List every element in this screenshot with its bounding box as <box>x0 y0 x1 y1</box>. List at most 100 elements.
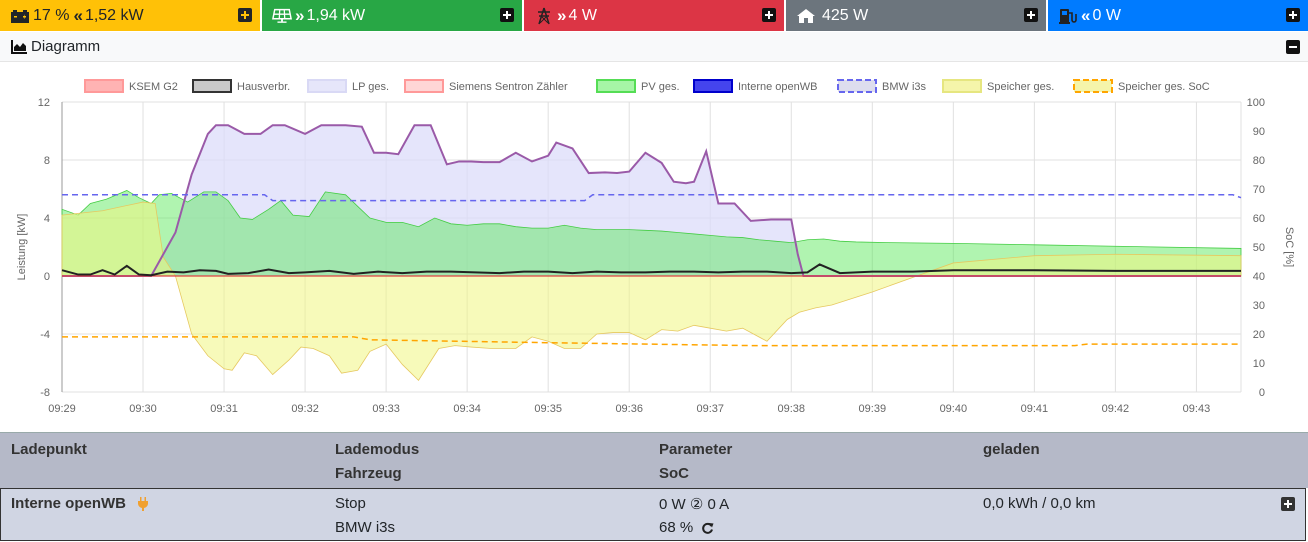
status-bar: 17 % « 1,52 kW » 1,94 kW » 4 W 425 W « 0… <box>0 0 1308 32</box>
header-soc: SoC <box>659 465 689 482</box>
battery-tile[interactable]: 17 % « 1,52 kW <box>0 0 260 31</box>
x-tick-label: 09:41 <box>1021 403 1049 415</box>
y-tick-label: 0 <box>44 271 50 283</box>
legend-swatch <box>404 79 444 93</box>
charging-power: 0 W <box>1092 6 1121 24</box>
battery-power: 1,52 kW <box>84 6 144 24</box>
plug-icon <box>138 497 148 516</box>
legend-swatch <box>596 79 636 93</box>
expand-plus-icon[interactable] <box>1024 8 1038 22</box>
x-tick-label: 09:35 <box>534 403 562 415</box>
y-axis-label: Leistung [kW] <box>16 214 28 281</box>
x-tick-label: 09:32 <box>291 403 319 415</box>
charge-mode[interactable]: Stop <box>335 495 366 512</box>
header-lademodus: Lademodus <box>335 441 420 458</box>
battery-icon <box>10 6 30 26</box>
legend-label: Siemens Sentron Zähler <box>449 81 568 93</box>
y2-tick-label: 20 <box>1253 329 1265 341</box>
power-pylon-icon <box>534 6 554 26</box>
y-tick-label: 12 <box>38 97 50 109</box>
legend-swatch <box>192 79 232 93</box>
y2-axis-label: SoC [%] <box>1283 227 1295 267</box>
x-tick-label: 09:29 <box>48 403 76 415</box>
charging-tile[interactable]: « 0 W <box>1048 0 1308 31</box>
legend-label: Speicher ges. SoC <box>1118 81 1210 93</box>
battery-soc: 17 % <box>33 6 70 24</box>
y2-tick-label: 50 <box>1253 242 1265 254</box>
home-icon <box>796 6 816 26</box>
charge-point-name: Interne openWB <box>11 495 126 512</box>
expand-plus-icon[interactable] <box>1281 497 1295 511</box>
speicher-area <box>61 201 1242 382</box>
legend-label: LP ges. <box>352 81 389 93</box>
diagram-title: Diagramm <box>31 38 101 55</box>
haus-line <box>61 263 1241 277</box>
vehicle-name: BMW i3s <box>335 519 395 536</box>
house-tile[interactable]: 425 W <box>786 0 1046 31</box>
x-tick-label: 09:37 <box>696 403 724 415</box>
legend-swatch <box>837 79 877 93</box>
legend-label: Hausverbr. <box>237 81 290 93</box>
charge-parameters: 0 W ② 0 A <box>659 496 730 513</box>
house-power: 425 W <box>822 6 869 24</box>
expand-plus-icon[interactable] <box>1286 8 1300 22</box>
y2-tick-label: 10 <box>1253 358 1265 370</box>
expand-plus-icon[interactable] <box>500 8 514 22</box>
y2-tick-label: 30 <box>1253 300 1265 312</box>
legend-label: BMW i3s <box>882 81 927 93</box>
legend-label: Interne openWB <box>738 81 818 93</box>
legend-swatch <box>693 79 733 93</box>
y2-tick-label: 80 <box>1253 155 1265 167</box>
x-tick-label: 09:31 <box>210 403 238 415</box>
x-tick-label: 09:40 <box>940 403 968 415</box>
pv-power: 1,94 kW <box>306 6 366 24</box>
x-tick-label: 09:30 <box>129 403 157 415</box>
y2-tick-label: 90 <box>1253 126 1265 138</box>
y2-tick-label: 40 <box>1253 271 1265 283</box>
y2-tick-label: 0 <box>1259 387 1265 399</box>
charge-point-table: Ladepunkt Lademodus Fahrzeug Parameter S… <box>0 432 1308 542</box>
pv-tile[interactable]: » 1,94 kW <box>262 0 522 31</box>
y-tick-label: -4 <box>40 329 50 341</box>
x-tick-label: 09:34 <box>453 403 481 415</box>
header-geladen: geladen <box>983 441 1040 458</box>
bmw-soc-line <box>62 194 1242 202</box>
header-fahrzeug: Fahrzeug <box>335 465 402 482</box>
legend-label: KSEM G2 <box>129 81 178 93</box>
lp-line <box>62 124 1241 277</box>
area-chart-icon <box>11 39 27 54</box>
legend-label: PV ges. <box>641 81 680 93</box>
direction-arrow: « <box>1081 5 1091 25</box>
legend-swatch <box>307 79 347 93</box>
expand-plus-icon[interactable] <box>762 8 776 22</box>
power-chart: -8 -4 0 4 8 12 09:29 09:30 09:31 09:32 09:33 09:34 0… <box>16 79 1295 415</box>
collapse-minus-icon[interactable] <box>1286 40 1300 54</box>
y-tick-label: 8 <box>44 155 50 167</box>
grid-power: 4 W <box>568 6 597 24</box>
refresh-icon[interactable] <box>701 522 714 540</box>
pv-area <box>61 190 1242 277</box>
legend-swatch <box>84 79 124 93</box>
y-tick-label: -8 <box>40 387 50 399</box>
charging-station-icon <box>1058 6 1078 26</box>
x-tick-label: 09:38 <box>778 403 806 415</box>
x-tick-label: 09:36 <box>615 403 643 415</box>
lp-area <box>62 125 1241 276</box>
y-tick-label: 4 <box>44 213 50 225</box>
grid-tile[interactable]: » 4 W <box>524 0 784 31</box>
x-tick-label: 09:43 <box>1183 403 1211 415</box>
expand-plus-icon[interactable] <box>238 8 252 22</box>
header-ladepunkt: Ladepunkt <box>11 441 87 458</box>
legend-label: Speicher ges. <box>987 81 1054 93</box>
y2-tick-label: 60 <box>1253 213 1265 225</box>
diagram-header[interactable]: Diagramm <box>0 32 1308 62</box>
table-row[interactable]: Interne openWB Stop BMW i3s 0 W ② 0 A 68… <box>0 488 1306 541</box>
table-header: Ladepunkt Lademodus Fahrzeug Parameter S… <box>0 432 1308 488</box>
x-tick-label: 09:39 <box>859 403 887 415</box>
direction-arrow: » <box>557 5 567 25</box>
speicher-soc-line <box>62 336 1241 347</box>
legend-swatch <box>1073 79 1113 93</box>
solar-panel-icon <box>272 6 292 26</box>
y2-tick-label: 70 <box>1253 184 1265 196</box>
direction-arrow: » <box>295 5 305 25</box>
